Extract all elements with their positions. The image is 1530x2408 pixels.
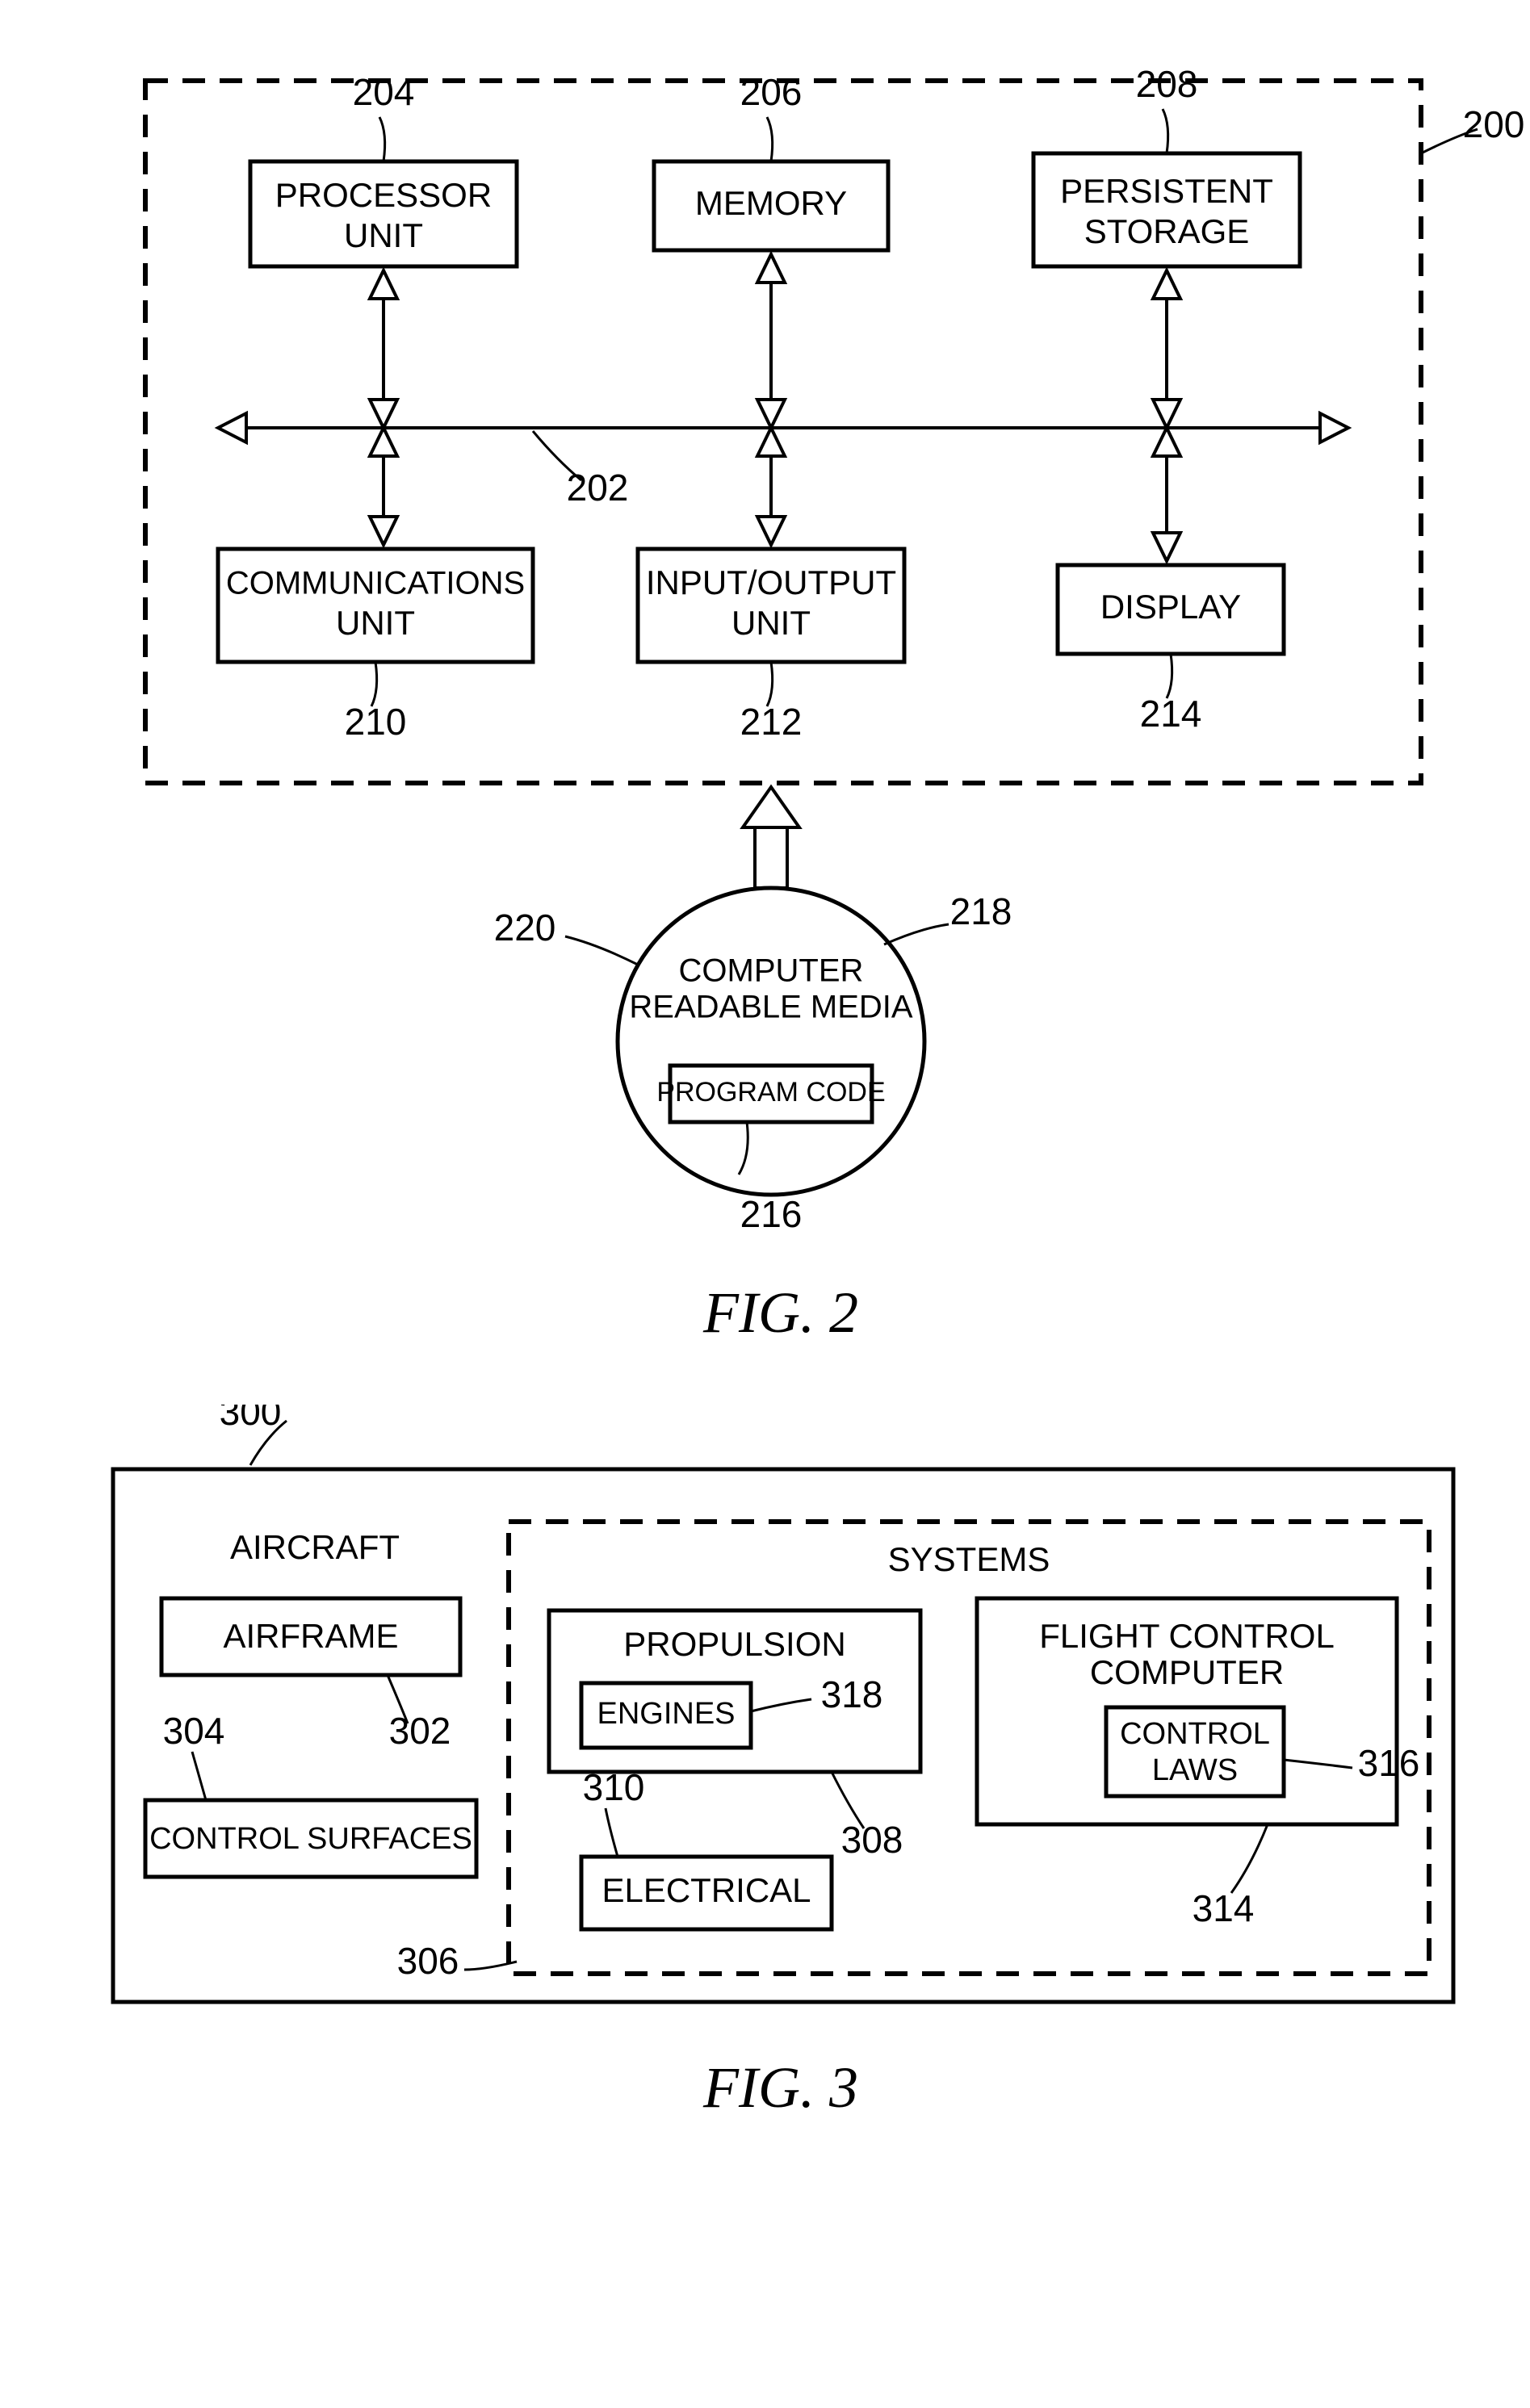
ref-218: 218 [950,890,1012,932]
ref-304: 304 [163,1710,225,1752]
fig3-title: FIG. 3 [702,2055,858,2120]
block-processor: PROCESSOR UNIT 204 [250,71,517,428]
ref-212: 212 [740,701,803,743]
engines-label: ENGINES [597,1697,735,1731]
io-line1: INPUT/OUTPUT [646,563,896,601]
media-circle: COMPUTER READABLE MEDIA 218 [618,888,1012,1195]
ref-318: 318 [821,1673,883,1715]
processor-line1: PROCESSOR [275,176,492,214]
block-memory: MEMORY 206 [654,71,888,428]
fig3-diagram: 300 AIRCRAFT SYSTEMS 306 AIRFRAME 302 CO… [16,1405,1530,2212]
ref-204: 204 [353,71,415,113]
ref-208: 208 [1136,63,1198,105]
block-comms: COMMUNICATIONS UNIT 210 [218,428,533,743]
fcc-line1: FLIGHT CONTROL [1039,1617,1335,1655]
media-line1: COMPUTER [679,953,864,989]
laws-line1: CONTROL [1120,1717,1270,1751]
block-display: DISPLAY 214 [1058,428,1284,735]
program-code-label: PROGRAM CODE [656,1077,885,1108]
laws-line2: LAWS [1152,1753,1238,1787]
io-line2: UNIT [731,604,811,642]
ref-210: 210 [345,701,407,743]
media-line2: READABLE MEDIA [629,990,913,1025]
ref-202: 202 [567,467,629,509]
memory-label: MEMORY [695,184,847,222]
surfaces-label: CONTROL SURFACES [149,1822,472,1856]
leader-220 [565,936,638,965]
aircraft-label: AIRCRAFT [230,1528,400,1566]
ref-308: 308 [841,1819,903,1861]
ref-316: 316 [1358,1742,1420,1784]
ref-314: 314 [1193,1887,1255,1929]
block-storage: PERSISTENT STORAGE 208 [1033,63,1300,428]
ref-214: 214 [1140,693,1202,735]
storage-line2: STORAGE [1084,212,1250,250]
media-arrow-up [743,787,799,888]
propulsion-label: PROPULSION [623,1625,845,1663]
ref-200: 200 [1463,103,1525,145]
ref-216: 216 [740,1193,803,1235]
processor-line2: UNIT [344,216,423,254]
airframe-label: AIRFRAME [223,1617,398,1655]
fig2-title: FIG. 2 [702,1280,858,1345]
ref-206: 206 [740,71,803,113]
ref-310: 310 [583,1766,645,1808]
ref-300: 300 [220,1405,282,1433]
systems-label: SYSTEMS [888,1540,1050,1578]
ref-302: 302 [389,1710,451,1752]
display-label: DISPLAY [1100,588,1241,626]
electrical-label: ELECTRICAL [602,1871,811,1909]
comms-line1: COMMUNICATIONS [226,566,525,601]
block-io: INPUT/OUTPUT UNIT 212 [638,428,904,743]
storage-line1: PERSISTENT [1060,172,1273,210]
ref-306: 306 [397,1940,459,1982]
ref-220: 220 [494,907,556,949]
fcc-line2: COMPUTER [1090,1653,1284,1691]
comms-line2: UNIT [336,604,415,642]
fig2-diagram: 200 202 PROCESSOR UNIT 204 MEMORY 206 PE… [16,32,1530,1405]
